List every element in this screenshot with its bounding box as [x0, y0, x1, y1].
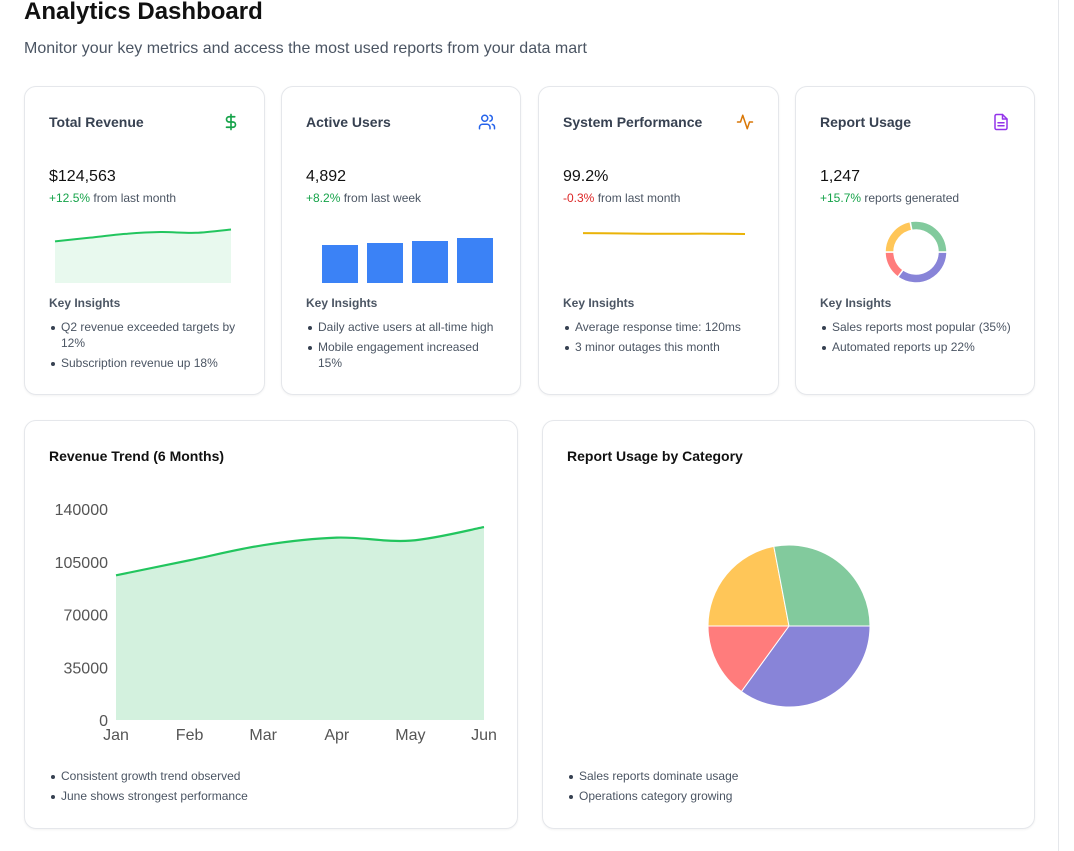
- insight-item: 3 minor outages this month: [563, 339, 759, 355]
- x-tick-label: Jun: [471, 727, 497, 744]
- mini-donut-slice: [884, 251, 905, 279]
- metric-value: $124,563: [49, 168, 116, 185]
- dollar-icon: [225, 113, 237, 131]
- page-subtitle: Monitor your key metrics and access the …: [24, 40, 587, 57]
- card-report-usage: Report Usage 1,247 +15.7% reports genera…: [795, 86, 1035, 395]
- mini-donut-slice: [909, 220, 948, 253]
- insights-title: Key Insights: [563, 296, 635, 310]
- card-total-revenue: Total Revenue $124,563 +12.5% from last …: [24, 86, 265, 395]
- insight-item: Operations category growing: [567, 788, 738, 804]
- card-active-users: Active Users 4,892 +8.2% from last week …: [281, 86, 521, 395]
- y-tick-label: 0: [99, 713, 108, 730]
- change-percent: -0.3%: [563, 191, 595, 205]
- y-tick-label: 105000: [55, 555, 108, 572]
- revenue-trend-title: Revenue Trend (6 Months): [49, 448, 225, 464]
- pie-slice: [773, 544, 871, 627]
- mini-bar: [457, 238, 493, 283]
- mini-donut-slice: [896, 251, 948, 283]
- y-tick-label: 70000: [64, 608, 109, 625]
- insights-title: Key Insights: [306, 296, 378, 310]
- mini-bar: [322, 245, 358, 283]
- activity-icon: [736, 114, 754, 130]
- insight-item: Sales reports most popular (35%): [820, 319, 1016, 335]
- insight-item: Daily active users at all-time high: [306, 319, 502, 335]
- mini-donut-slice: [884, 220, 913, 253]
- mini-bar: [412, 241, 448, 283]
- pie-slice: [707, 625, 790, 693]
- insight-item: Q2 revenue exceeded targets by 12%: [49, 319, 245, 351]
- insight-item: June shows strongest performance: [49, 788, 248, 804]
- insights-list: Daily active users at all-time high Mobi…: [306, 319, 502, 375]
- mini-bar: [367, 243, 403, 283]
- metric-change: +15.7% reports generated: [820, 191, 959, 205]
- revenue-trend-card: Revenue Trend (6 Months) 0 35000 70000 1050…: [24, 420, 518, 829]
- revenue-insights-list: Consistent growth trend observed June sh…: [49, 768, 248, 808]
- page-title: Analytics Dashboard: [24, 0, 263, 25]
- mini-area-line: [54, 228, 232, 243]
- revenue-area-fill: [116, 527, 484, 720]
- card-title: Report Usage: [820, 114, 912, 130]
- mini-chart: [54, 228, 232, 283]
- x-tick-label: Jan: [103, 727, 129, 744]
- pie-slice: [707, 545, 790, 627]
- y-tick-label: 35000: [64, 660, 109, 677]
- category-insights-list: Sales reports dominate usage Operations …: [567, 768, 738, 808]
- file-text-icon: [994, 113, 1008, 131]
- change-suffix: from last month: [594, 191, 681, 205]
- insights-list: Sales reports most popular (35%) Automat…: [820, 319, 1016, 359]
- report-usage-category-title: Report Usage by Category: [567, 448, 743, 464]
- users-icon: [478, 114, 496, 130]
- insight-item: Sales reports dominate usage: [567, 768, 738, 784]
- card-title: System Performance: [563, 114, 703, 130]
- insight-item: Consistent growth trend observed: [49, 768, 248, 784]
- change-percent: +12.5%: [49, 191, 91, 205]
- y-tick-label: 140000: [55, 502, 108, 519]
- metric-value: 4,892: [306, 168, 347, 185]
- x-tick-label: Apr: [324, 727, 350, 744]
- change-percent: +15.7%: [820, 191, 862, 205]
- change-suffix: reports generated: [861, 191, 960, 205]
- insights-title: Key Insights: [49, 296, 121, 310]
- change-suffix: from last month: [90, 191, 177, 205]
- mini-line: [582, 232, 746, 235]
- mini-area-fill: [55, 229, 231, 283]
- insight-item: Automated reports up 22%: [820, 339, 1016, 355]
- metric-change: +12.5% from last month: [49, 191, 176, 205]
- metric-value: 99.2%: [563, 168, 609, 185]
- mini-chart: [582, 232, 746, 235]
- insights-list: Average response time: 120ms 3 minor out…: [563, 319, 759, 359]
- insight-item: Average response time: 120ms: [563, 319, 759, 335]
- right-divider: [1058, 0, 1059, 851]
- pie-slice: [740, 625, 871, 708]
- insights-title: Key Insights: [820, 296, 892, 310]
- metric-change: -0.3% from last month: [563, 191, 680, 205]
- insight-item: Subscription revenue up 18%: [49, 355, 245, 371]
- mini-chart: [322, 238, 493, 283]
- change-percent: +8.2%: [306, 191, 341, 205]
- x-tick-label: May: [395, 727, 425, 744]
- card-system-performance: System Performance 99.2% -0.3% from last…: [538, 86, 779, 395]
- mini-chart: [884, 220, 948, 283]
- x-tick-label: Mar: [249, 727, 277, 744]
- report-usage-category-card: Report Usage by Category Sales reports d…: [542, 420, 1035, 829]
- insights-list: Q2 revenue exceeded targets by 12% Subsc…: [49, 319, 245, 375]
- x-tick-label: Feb: [176, 727, 204, 744]
- change-suffix: from last week: [340, 191, 422, 205]
- card-title: Total Revenue: [49, 114, 144, 130]
- report-usage-pie-chart: [707, 544, 871, 708]
- revenue-line: [115, 526, 485, 577]
- card-title: Active Users: [306, 114, 391, 130]
- insight-item: Mobile engagement increased 15%: [306, 339, 502, 371]
- metric-value: 1,247: [820, 168, 861, 185]
- revenue-trend-chart: 0 35000 70000 105000 140000 Jan Feb Mar Apr May Ju…: [55, 502, 497, 744]
- metric-change: +8.2% from last week: [306, 191, 421, 205]
